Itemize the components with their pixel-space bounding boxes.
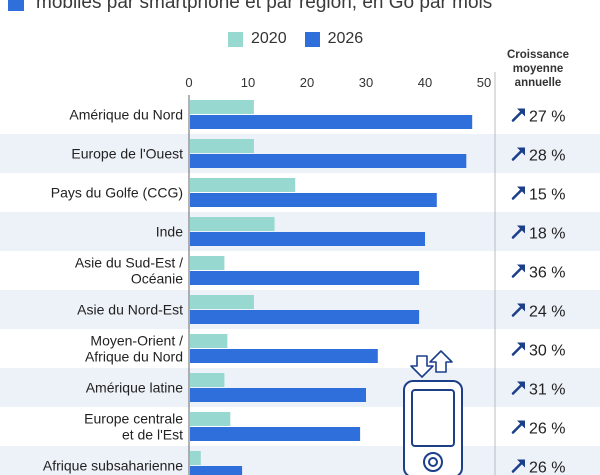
x-tick-label: 20	[300, 75, 314, 90]
chart-heading: mobiles par smartphone et par région, en…	[8, 0, 492, 15]
category-label: Inde	[156, 224, 183, 240]
growth-value: 27 %	[529, 109, 565, 126]
legend-label-2020: 2020	[251, 30, 287, 47]
growth-arrow-icon	[511, 461, 524, 473]
growth-column-header: Croissance moyenne annuelle	[506, 49, 569, 89]
growth-arrow-icon	[511, 383, 524, 395]
growth-arrow-head-icon	[517, 342, 525, 351]
x-tick-label: 10	[241, 75, 255, 90]
category-label: Europe centrale et de l'Est	[84, 411, 183, 443]
growth-arrow-head-icon	[517, 303, 525, 312]
growth-arrow-icon	[511, 344, 524, 356]
legend-swatch-2020	[228, 31, 243, 47]
growth-arrow-head-icon	[517, 381, 525, 390]
category-label: Asie du Nord-Est	[77, 302, 183, 318]
category-label: Pays du Golfe (CCG)	[51, 185, 183, 201]
growth-arrow-head-icon	[517, 459, 525, 468]
x-tick-label: 0	[185, 75, 192, 90]
bar-2026	[190, 388, 366, 402]
growth-value: 30 %	[529, 343, 565, 360]
legend-item-2026: 2026	[304, 30, 364, 48]
growth-value: 31 %	[529, 382, 565, 399]
category-label: Moyen-Orient / Afrique du Nord	[85, 333, 183, 365]
growth-value: 24 %	[529, 304, 565, 321]
bar-2026	[190, 466, 243, 475]
growth-value: 36 %	[529, 265, 565, 282]
bar-2026	[190, 310, 420, 324]
row-band	[0, 446, 600, 475]
growth-arrow-icon	[511, 110, 524, 122]
growth-arrow-icon	[511, 188, 524, 200]
bar-2020	[190, 178, 296, 192]
heading-square-icon	[8, 0, 24, 11]
bar-2026	[190, 349, 378, 363]
growth-arrow-icon	[511, 227, 524, 239]
growth-arrow-head-icon	[517, 147, 525, 156]
bar-2026	[190, 154, 467, 168]
growth-arrow-head-icon	[517, 225, 525, 234]
growth-value: 26 %	[529, 460, 565, 475]
category-label: Afrique subsaharienne	[43, 458, 183, 474]
bar-2026	[190, 232, 425, 246]
category-label: Europe de l'Ouest	[71, 146, 183, 162]
growth-arrow-head-icon	[517, 108, 525, 117]
growth-arrow-head-icon	[517, 420, 525, 429]
x-tick-label: 50	[477, 75, 491, 90]
growth-arrow-head-icon	[517, 186, 525, 195]
growth-arrow-head-icon	[517, 264, 525, 273]
growth-value: 28 %	[529, 148, 565, 165]
legend-item-2020: 2020	[228, 30, 287, 48]
bar-2020	[190, 373, 225, 387]
legend: 2020 2026	[228, 30, 381, 48]
growth-arrow-icon	[511, 422, 524, 434]
bar-2026	[190, 193, 437, 207]
chart-heading-text: mobiles par smartphone et par région, en…	[36, 0, 493, 13]
bar-2020	[190, 295, 254, 309]
growth-value: 26 %	[529, 421, 565, 438]
growth-value: 15 %	[529, 187, 565, 204]
category-label: Amérique latine	[86, 380, 183, 396]
smartphone-icon	[403, 350, 463, 475]
growth-arrow-icon	[511, 149, 524, 161]
growth-arrow-icon	[511, 305, 524, 317]
category-label: Amérique du Nord	[69, 107, 183, 123]
bar-2020	[190, 217, 275, 231]
bar-2026	[190, 115, 473, 129]
growth-arrow-icon	[511, 266, 524, 278]
bar-2020	[190, 256, 225, 270]
bar-2020	[190, 412, 231, 426]
x-tick-label: 40	[418, 75, 432, 90]
x-tick-label: 30	[359, 75, 373, 90]
legend-swatch-2026	[304, 31, 320, 47]
category-label: Asie du Sud-Est / Océanie	[75, 255, 183, 287]
growth-value: 18 %	[529, 226, 565, 243]
legend-label-2026: 2026	[327, 30, 364, 47]
bar-2020	[190, 334, 228, 348]
bar-2026	[190, 271, 420, 285]
bar-2020	[190, 451, 201, 465]
bar-2026	[190, 427, 361, 441]
bar-2020	[190, 100, 254, 114]
bar-2020	[190, 139, 254, 153]
